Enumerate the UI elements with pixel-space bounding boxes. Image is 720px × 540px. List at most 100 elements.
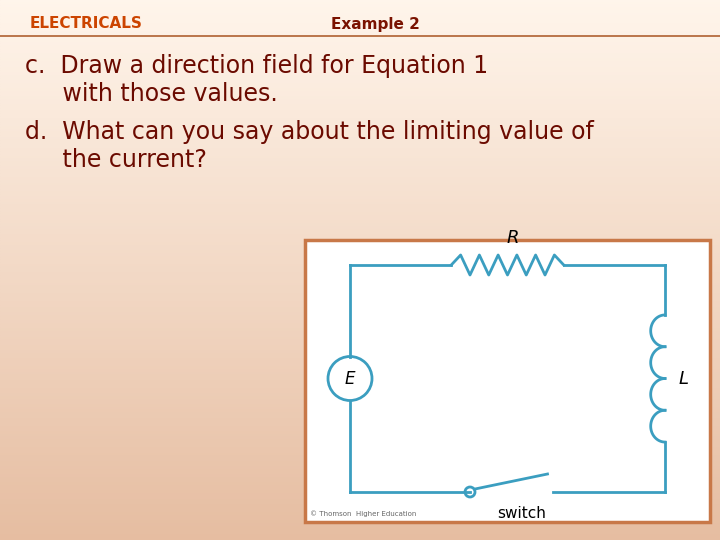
Bar (0, 313, 720, 316)
Bar (0, 348, 720, 351)
Text: Example 2: Example 2 (330, 17, 420, 31)
Bar (0, 157, 720, 159)
Text: ELECTRICALS: ELECTRICALS (30, 17, 143, 31)
Bar (0, 173, 720, 176)
Bar (0, 178, 720, 181)
Bar (0, 35, 720, 38)
Bar (0, 456, 720, 459)
Bar (0, 5, 720, 8)
Bar (0, 378, 720, 381)
Text: © Thomson  Higher Education: © Thomson Higher Education (310, 511, 416, 517)
Bar (0, 424, 720, 427)
Bar (0, 427, 720, 429)
Bar (0, 497, 720, 500)
Bar (0, 251, 720, 254)
Bar (0, 429, 720, 432)
Bar (0, 238, 720, 240)
Bar (0, 418, 720, 421)
Bar (0, 494, 720, 497)
Bar (0, 375, 720, 378)
Bar (0, 392, 720, 394)
Bar (0, 51, 720, 54)
Bar (0, 462, 720, 464)
Bar (0, 265, 720, 267)
Bar (0, 300, 720, 302)
Bar (0, 108, 720, 111)
Bar (0, 408, 720, 410)
Bar (0, 162, 720, 165)
Text: E: E (345, 369, 355, 388)
Bar (0, 278, 720, 281)
Bar (0, 346, 720, 348)
Bar (0, 305, 720, 308)
Bar (0, 510, 720, 513)
Bar (0, 151, 720, 154)
Bar (0, 381, 720, 383)
Bar (0, 49, 720, 51)
Bar (0, 435, 720, 437)
Text: c.  Draw a direction field for Equation 1: c. Draw a direction field for Equation 1 (25, 54, 488, 78)
Bar (0, 127, 720, 130)
Bar (0, 16, 720, 19)
Bar (0, 154, 720, 157)
Bar (0, 89, 720, 92)
Bar (0, 289, 720, 292)
Bar (0, 402, 720, 405)
Bar (0, 340, 720, 343)
Text: with those values.: with those values. (25, 82, 278, 106)
Bar (0, 524, 720, 526)
Bar (0, 508, 720, 510)
Bar (0, 32, 720, 35)
Bar (0, 230, 720, 232)
Bar (0, 448, 720, 451)
Bar (0, 256, 720, 259)
Bar (0, 14, 720, 16)
Bar (0, 513, 720, 516)
Bar (0, 459, 720, 462)
Bar (0, 451, 720, 454)
Bar (0, 537, 720, 540)
Bar (0, 370, 720, 373)
Bar (0, 194, 720, 197)
Bar (0, 132, 720, 135)
Bar (0, 505, 720, 508)
Bar (0, 143, 720, 146)
Bar (0, 78, 720, 81)
Bar (0, 103, 720, 105)
Bar (0, 235, 720, 238)
Text: the current?: the current? (25, 148, 207, 172)
Bar (0, 397, 720, 400)
Bar (0, 526, 720, 529)
Text: d.  What can you say about the limiting value of: d. What can you say about the limiting v… (25, 120, 594, 144)
Bar (0, 97, 720, 100)
Bar (0, 3, 720, 5)
Bar (0, 248, 720, 251)
Text: R: R (506, 229, 518, 247)
Bar (0, 94, 720, 97)
Bar (0, 105, 720, 108)
Bar (0, 19, 720, 22)
Bar (0, 62, 720, 65)
Bar (0, 281, 720, 284)
Bar (0, 165, 720, 167)
Bar (0, 200, 720, 202)
Bar (0, 316, 720, 319)
Bar (0, 367, 720, 370)
Bar (0, 192, 720, 194)
Bar (0, 373, 720, 375)
Bar (0, 262, 720, 265)
Bar (0, 208, 720, 211)
Bar (0, 38, 720, 40)
Bar (0, 73, 720, 76)
Bar (0, 472, 720, 475)
Bar (0, 383, 720, 386)
Bar (0, 211, 720, 213)
Bar (0, 40, 720, 43)
Bar (0, 148, 720, 151)
Bar (0, 478, 720, 481)
Bar (0, 197, 720, 200)
Bar (0, 30, 720, 32)
Bar (0, 324, 720, 327)
Bar (0, 11, 720, 14)
Bar (0, 321, 720, 324)
